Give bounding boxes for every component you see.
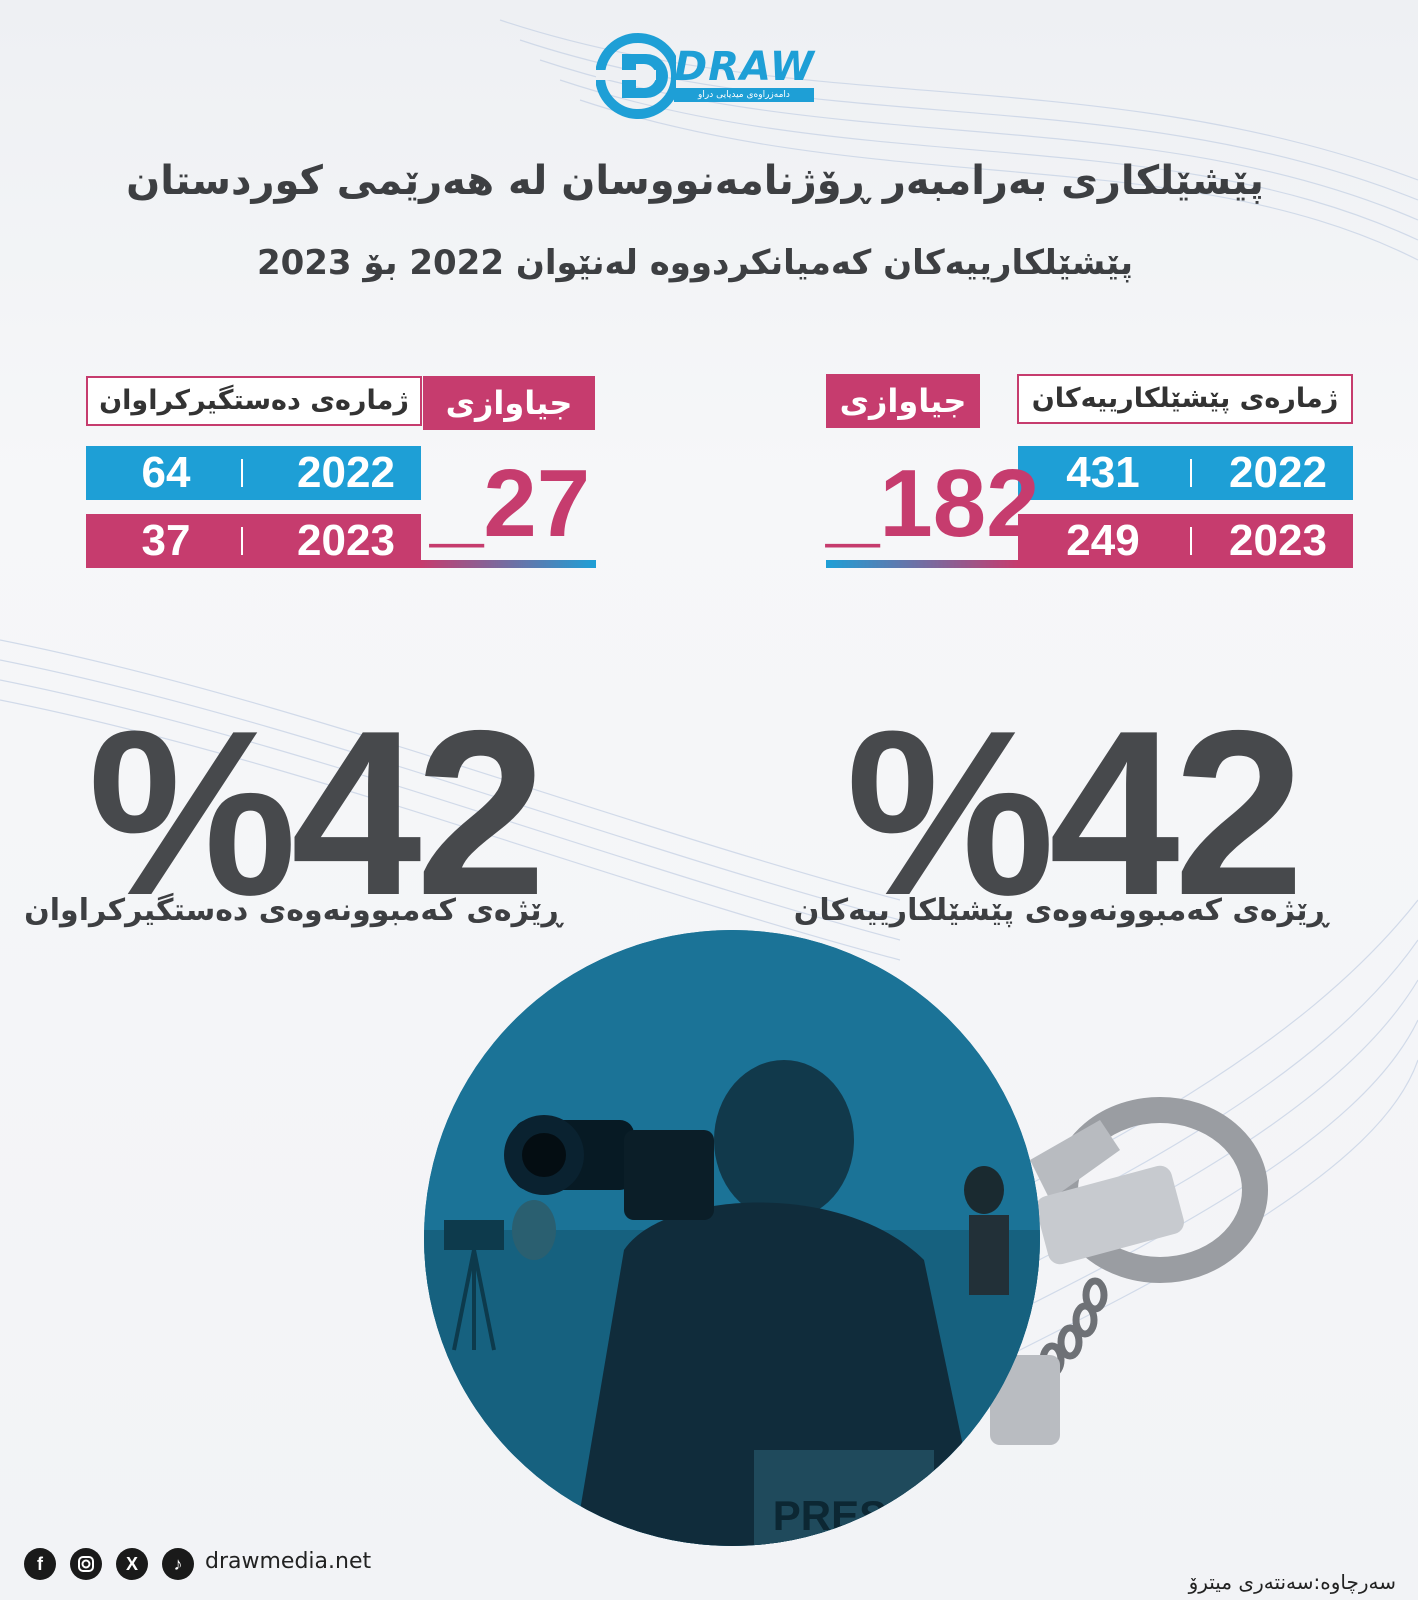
violations-label: ژمارەی پێشێلکارییەکان <box>1017 374 1353 424</box>
violations-value-2022: 431 <box>1066 448 1140 497</box>
arrests-percent: %42 <box>88 695 546 930</box>
draw-logo: DRAW دامەزراوەی میدیایی دراو <box>595 30 822 120</box>
violations-percent: %42 <box>846 695 1304 930</box>
difference-sign: _ <box>430 450 484 557</box>
difference-value: 27 <box>483 450 591 557</box>
row-separator <box>1190 459 1192 487</box>
violations-diff-label: جیاوازی <box>826 374 980 428</box>
arrests-year-2023: 2023 <box>297 516 395 565</box>
violations-year-2022: 2022 <box>1229 448 1327 497</box>
difference-sign: _ <box>826 450 880 557</box>
arrests-caption: ڕێژەی کەمبوونەوەی دەستگیرکراوان <box>24 893 562 928</box>
facebook-icon[interactable]: f <box>24 1548 56 1580</box>
violations-row-2022: 2022 431 <box>1018 446 1353 500</box>
arrests-difference: _27 <box>430 456 590 552</box>
instagram-icon[interactable] <box>70 1548 102 1580</box>
journalist-illustration: PRESS <box>424 930 1040 1546</box>
arrests-row-2023: 2023 37 <box>86 514 421 568</box>
violations-value-2023: 249 <box>1066 516 1140 565</box>
logo-wordmark: DRAW <box>674 44 815 90</box>
source-credit: سەرچاوە:سەنتەری میترۆ <box>1188 1570 1396 1594</box>
violations-year-2023: 2023 <box>1229 516 1327 565</box>
arrests-value-2022: 64 <box>141 448 191 497</box>
x-icon[interactable]: X <box>116 1548 148 1580</box>
arrests-diff-label: جیاوازی <box>423 376 595 430</box>
journalist-photo: PRESS <box>424 930 1040 1546</box>
arrests-value-2023: 37 <box>141 516 191 565</box>
page-title: پێشێلکاری بەرامبەر ڕۆژنامەنووسان لە هەرێ… <box>126 158 1264 204</box>
tiktok-icon[interactable]: ♪ <box>162 1548 194 1580</box>
row-separator <box>1190 527 1192 555</box>
page-subtitle: پێشێلکارییەکان کەمیانکردووە لەنێوان 2022… <box>256 243 1134 283</box>
violations-row-2023: 2023 249 <box>1018 514 1353 568</box>
logo-tagline: دامەزراوەی میدیایی دراو <box>674 88 814 102</box>
website-link[interactable]: drawmedia.net <box>205 1549 372 1574</box>
violations-caption: ڕێژەی کەمبوونەوەی پێشێلکارییەکان <box>793 893 1328 928</box>
violations-difference-bar <box>826 560 1018 568</box>
handcuffs-icon <box>990 1097 1268 1445</box>
arrests-difference-bar <box>421 560 596 568</box>
percent-sign: % <box>846 681 1055 944</box>
row-separator <box>241 527 243 555</box>
percent-value: 42 <box>1048 681 1304 944</box>
difference-value: 182 <box>879 450 1040 557</box>
violations-difference: _182 <box>826 456 1040 552</box>
arrests-row-2022: 2022 64 <box>86 446 421 500</box>
percent-value: 42 <box>290 681 546 944</box>
row-separator <box>241 459 243 487</box>
arrests-label: ژمارەی دەستگیرکراوان <box>86 376 422 426</box>
percent-sign: % <box>88 681 297 944</box>
draw-logo-mark <box>595 33 681 119</box>
arrests-year-2022: 2022 <box>297 448 395 497</box>
